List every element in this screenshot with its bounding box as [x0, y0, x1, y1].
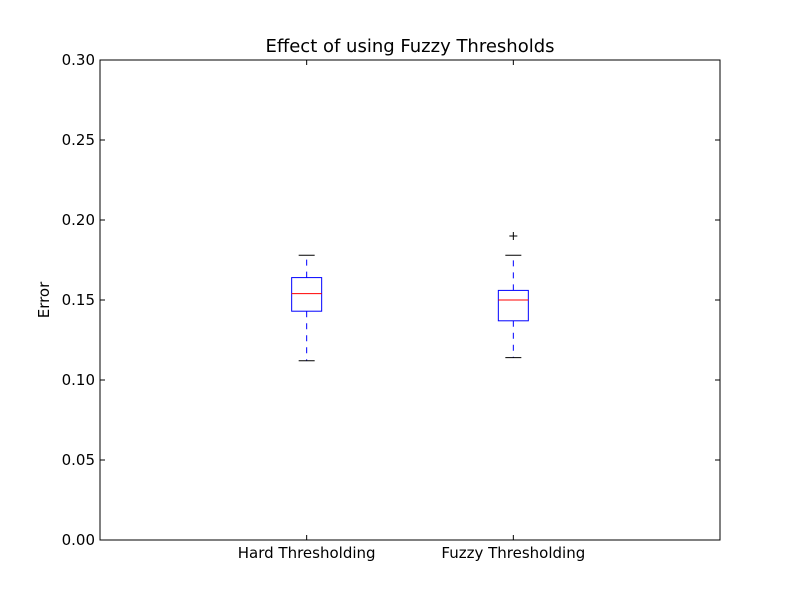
plot-frame — [99, 59, 721, 541]
y-tick-label: 0.10 — [62, 371, 95, 389]
x-tick-label: Fuzzy Thresholding — [441, 544, 585, 562]
outlier-marker — [509, 232, 518, 240]
y-tick-label: 0.30 — [62, 51, 95, 69]
y-tick-label: 0.20 — [62, 211, 95, 229]
x-tick-label: Hard Thresholding — [238, 544, 376, 562]
y-axis: 0.00 0.05 0.10 0.15 0.20 0.25 0.30 — [62, 51, 720, 549]
box-body — [291, 277, 323, 312]
y-tick-label: 0.05 — [62, 451, 95, 469]
chart-title: Effect of using Fuzzy Thresholds — [265, 36, 554, 57]
x-axis: Hard Thresholding Fuzzy Thresholding — [238, 60, 585, 562]
box-1 — [291, 254, 323, 362]
box-2 — [497, 232, 529, 359]
y-tick-label: 0.00 — [62, 531, 95, 549]
y-tick-label: 0.15 — [62, 291, 95, 309]
box-series — [291, 232, 529, 362]
y-axis-label: Error — [35, 281, 53, 318]
box-body — [497, 289, 529, 322]
y-tick-label: 0.25 — [62, 131, 95, 149]
